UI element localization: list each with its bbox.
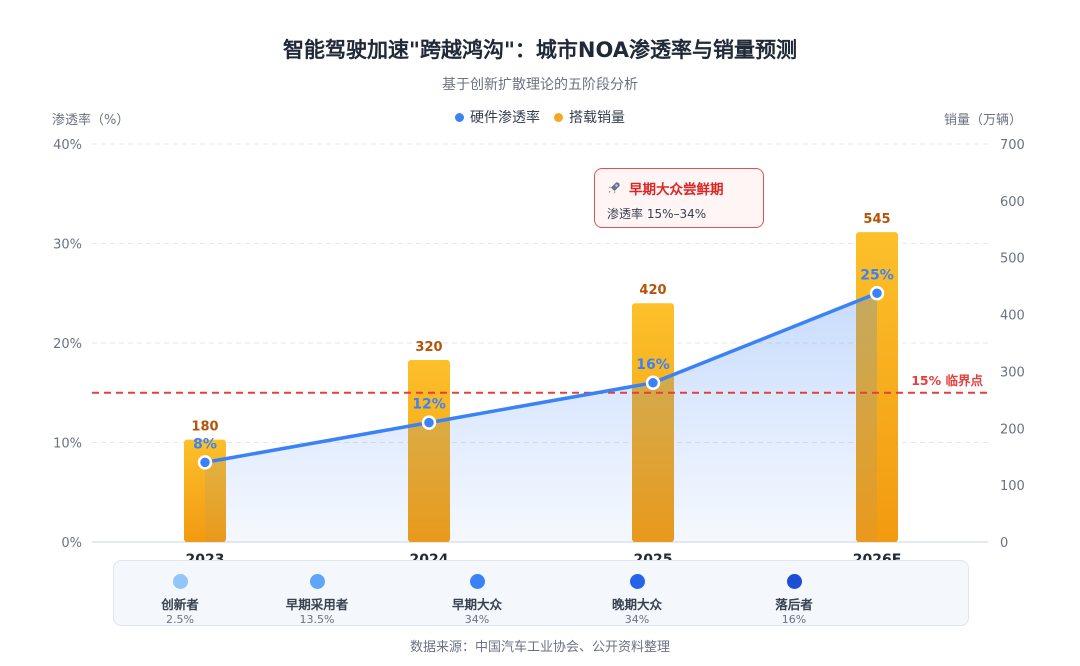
callout-title: 早期大众尝鲜期: [629, 182, 724, 198]
stage-dot: [309, 574, 325, 589]
left-tick-label: 30%: [53, 238, 82, 253]
penetration-label: 25%: [860, 267, 894, 283]
legend-label-sales: 搭载销量: [569, 110, 625, 126]
right-tick-label: 700: [1000, 138, 1025, 153]
stage-callout: 早期大众尝鲜期 渗透率 15%–34%: [594, 168, 764, 228]
penetration-area: [205, 293, 877, 542]
left-tick-label: 40%: [53, 138, 82, 153]
stage-share: 13.5%: [299, 613, 335, 626]
left-axis-title: 渗透率（%）: [52, 113, 130, 128]
threshold-label: 15% 临界点: [911, 373, 983, 388]
stage-name: 早期采用者: [285, 597, 349, 612]
legend-item-penetration[interactable]: 硬件渗透率: [455, 107, 540, 127]
stage-name: 落后者: [775, 597, 813, 612]
penetration-line: [203, 291, 879, 465]
penetration-label: 12%: [412, 397, 446, 413]
penetration-point: [197, 455, 213, 470]
stage-dot: [629, 574, 645, 589]
stage-share: 2.5%: [166, 613, 194, 626]
sales-bar-label: 320: [415, 340, 442, 355]
right-axis-title: 销量（万辆）: [943, 113, 1022, 128]
stage-dot: [786, 574, 802, 589]
sales-bar-label: 545: [863, 212, 890, 227]
legend-dot-sales: [554, 112, 563, 122]
right-tick-label: 400: [1000, 309, 1025, 324]
right-tick-label: 0: [1000, 536, 1008, 551]
right-tick-label: 100: [1000, 479, 1025, 494]
right-tick-label: 200: [1000, 422, 1025, 437]
legend-label-penetration: 硬件渗透率: [470, 110, 540, 126]
right-tick-label: 300: [1000, 365, 1025, 380]
left-tick-label: 0%: [61, 536, 82, 551]
left-tick-label: 20%: [53, 337, 82, 352]
right-tick-label: 500: [1000, 252, 1025, 267]
stage-late-majority: 晚期大众 34%: [577, 561, 697, 626]
penetration-label: 8%: [193, 436, 217, 452]
stage-share: 16%: [781, 613, 807, 626]
data-source-note: 数据来源：中国汽车工业协会、公开资料整理: [409, 640, 670, 655]
stage-early-adopters: 早期采用者 13.5%: [257, 561, 377, 626]
penetration-point: [645, 375, 661, 391]
stage-name: 早期大众: [451, 597, 502, 612]
stage-share: 34%: [464, 613, 490, 626]
stage-early-majority: 早期大众 34%: [417, 561, 537, 626]
stage-name: 晚期大众: [611, 597, 662, 612]
stage-share: 34%: [624, 613, 650, 626]
stage-innovators: 创新者 2.5%: [120, 561, 240, 626]
sales-bar-label: 180: [191, 420, 218, 435]
right-tick-label: 600: [1000, 195, 1025, 210]
legend-dot-penetration: [455, 112, 464, 122]
sales-bar-label: 420: [639, 283, 666, 298]
stage-dot: [469, 574, 485, 589]
chart-subtitle: 基于创新扩散理论的五阶段分析: [442, 77, 638, 93]
left-tick-label: 10%: [53, 437, 82, 452]
penetration-point: [421, 415, 437, 430]
callout-subtitle: 渗透率 15%–34%: [607, 207, 707, 221]
legend-item-sales[interactable]: 搭载销量: [554, 107, 625, 127]
chart-title: 智能驾驶加速"跨越鸿沟"：城市NOA渗透率与销量预测: [283, 38, 797, 62]
stage-laggards: 落后者 16%: [734, 561, 854, 626]
legend: 硬件渗透率 搭载销量: [0, 107, 1080, 127]
rocket-icon: [608, 182, 620, 194]
adoption-stages-panel: 创新者 2.5% 早期采用者 13.5% 早期大众 34% 晚期大众 34% 落…: [113, 560, 969, 626]
penetration-point: [869, 286, 885, 301]
stage-name: 创新者: [161, 597, 199, 612]
penetration-label: 16%: [636, 357, 670, 373]
stage-dot: [172, 574, 188, 589]
